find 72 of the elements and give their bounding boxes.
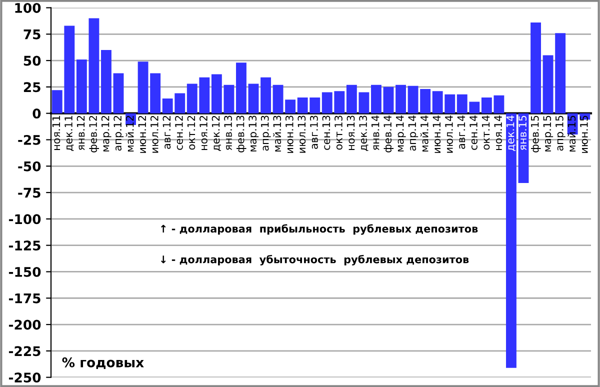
x-tick-label: сен.12 <box>175 116 183 150</box>
y-tick-label: 100 <box>15 2 41 13</box>
x-tick-label: апр.14 <box>408 116 418 151</box>
x-tick-label: мар.13 <box>248 116 259 152</box>
annotation: ↑ - долларовая прибыльность рублевых депозитов <box>161 224 478 235</box>
x-tick-label: май.14 <box>420 116 428 152</box>
x-tick-label: июн.14 <box>432 116 441 153</box>
bar <box>113 73 124 114</box>
y-tick-label: 50 <box>24 56 41 66</box>
y-axis-title: % годовых <box>62 357 144 370</box>
x-tick-label: янв.12 <box>76 116 85 150</box>
x-tick-label: янв.13 <box>224 116 232 150</box>
y-tick-label: -225 <box>8 346 40 356</box>
x-tick-label: авг.13 <box>310 116 318 149</box>
x-tick-label: ноя.13 <box>346 116 355 150</box>
x-tick-label: июн.12 <box>138 116 146 153</box>
y-tick-label: -50 <box>18 161 41 172</box>
x-tick-label: ноя.11 <box>52 116 60 150</box>
y-tick-label: -125 <box>8 240 40 251</box>
bar <box>248 84 259 114</box>
y-tick-label: -150 <box>8 266 41 277</box>
bar <box>101 50 112 114</box>
bar <box>396 84 406 114</box>
x-tick-label: сен.13 <box>322 116 330 150</box>
bar <box>530 22 541 114</box>
x-tick-label: апр.12 <box>114 116 124 151</box>
y-tick-label: -200 <box>8 320 41 330</box>
x-tick-label: апр.13 <box>260 116 271 151</box>
x-tick-label: июн.13 <box>285 116 294 153</box>
x-tick-label: фев.12 <box>89 116 99 152</box>
x-tick-label: окт.14 <box>482 116 490 150</box>
x-tick-label: мар.14 <box>396 116 406 152</box>
x-tick-label: май.12 <box>126 116 134 152</box>
y-tick-label: -75 <box>18 188 40 198</box>
x-tick-label: сен.14 <box>470 116 478 150</box>
y-tick-label: 0 <box>32 108 41 119</box>
x-tick-label: окт.12 <box>187 116 196 150</box>
y-tick-label: -25 <box>18 134 40 145</box>
x-tick-label: окт.13 <box>334 116 342 150</box>
x-tick-label: ноя.14 <box>494 116 502 150</box>
x-tick-label: июл.14 <box>445 116 453 153</box>
y-tick-label: -175 <box>8 294 40 304</box>
x-tick-label: фев.13 <box>236 116 246 152</box>
x-tick-label: авг.12 <box>162 116 171 149</box>
x-tick-label: фев.15 <box>531 116 541 152</box>
x-tick-label: май.13 <box>273 116 282 152</box>
x-tick-label: янв.15 <box>518 116 527 150</box>
x-tick-label: ноя.12 <box>200 116 208 150</box>
bar <box>236 62 246 114</box>
x-tick-label: дек.12 <box>212 116 221 151</box>
bar <box>383 86 394 114</box>
x-tick-label: янв.14 <box>372 116 380 150</box>
annotation: ↓ - долларовая убыточность рублевых депозитов <box>161 254 469 266</box>
y-tick-label: -100 <box>8 214 41 224</box>
x-tick-label: авг.14 <box>457 116 466 149</box>
x-tick-label: мар.12 <box>101 116 112 152</box>
bar <box>371 84 382 114</box>
x-tick-label: дек.11 <box>64 116 74 151</box>
x-tick-label: июл.12 <box>150 116 158 153</box>
y-tick-label: 75 <box>24 30 40 40</box>
x-tick-label: дек.14 <box>506 116 516 151</box>
x-tick-label: фев.14 <box>384 116 394 152</box>
bar <box>506 113 516 368</box>
x-tick-label: мар.15 <box>543 116 554 152</box>
x-tick-label: апр.15 <box>556 116 566 151</box>
y-tick-label: 25 <box>24 82 40 92</box>
bar <box>260 77 271 114</box>
x-tick-label: май.15 <box>568 116 576 152</box>
x-tick-label: июл.13 <box>298 116 306 153</box>
y-tick-label: -250 <box>8 372 41 383</box>
x-tick-label: июн.15 <box>580 116 588 153</box>
x-tick-label: дек.13 <box>359 116 368 151</box>
